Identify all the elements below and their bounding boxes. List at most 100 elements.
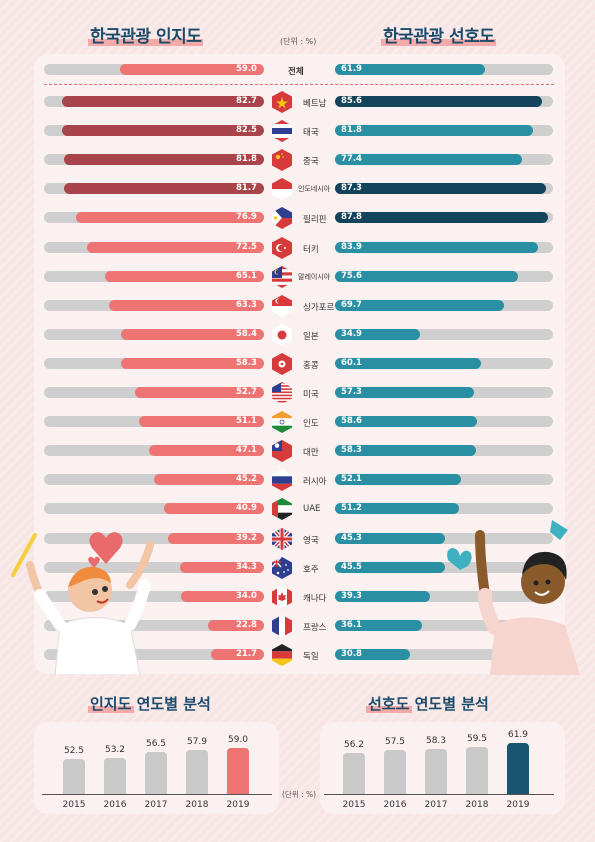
awareness-track	[44, 533, 264, 544]
preference-bar: 61.9	[335, 64, 485, 75]
heart-icon	[88, 532, 123, 568]
awareness-year-label: 2019	[226, 800, 250, 810]
preference-year-label: 2019	[506, 800, 530, 810]
awareness-bar: 81.7	[64, 183, 264, 194]
preference-value: 45.3	[341, 533, 362, 543]
preference-bar: 36.1	[335, 620, 423, 631]
awareness-year-value: 56.5	[145, 739, 167, 750]
preference-year-value: 61.9	[507, 729, 529, 740]
awareness-year-bar	[63, 759, 85, 794]
category-label: 베트남	[303, 99, 327, 109]
preference-value: 58.6	[341, 416, 362, 426]
russia-flag-icon	[272, 469, 292, 491]
chart-divider	[44, 84, 554, 85]
category-label: 프랑스	[303, 623, 327, 633]
category-label: 터키	[303, 245, 319, 255]
awareness-value: 65.1	[236, 271, 257, 281]
awareness-bar: 81.8	[64, 154, 264, 165]
category-label: 대만	[303, 448, 319, 458]
awareness-year-value: 53.2	[104, 745, 126, 756]
category-label: 미국	[303, 390, 319, 400]
preference-bar: 69.7	[335, 300, 504, 311]
category-label: 홍콩	[303, 361, 319, 371]
awareness-track	[44, 649, 264, 660]
preference-bar: 51.2	[335, 503, 460, 514]
preference-year-bar	[466, 746, 488, 794]
awareness-bar: 58.4	[121, 329, 264, 340]
preference-value: 75.6	[341, 271, 362, 281]
awareness-bar: 40.9	[164, 503, 264, 514]
preference-bar: 87.8	[335, 212, 548, 223]
category-label: 필리핀	[303, 215, 327, 225]
preference-year-label: 2017	[424, 800, 448, 810]
preference-bar: 58.6	[335, 416, 477, 427]
awareness-value: 58.3	[236, 358, 257, 368]
preference-bar: 77.4	[335, 154, 523, 165]
awareness-year-bar	[145, 752, 167, 794]
awareness-year-label: 2017	[144, 800, 168, 810]
preference-year-value: 56.2	[343, 739, 365, 750]
awareness-year-label: 2018	[185, 800, 209, 810]
preference-yearly-title: 선호도 연도별 분석	[366, 695, 489, 713]
awareness-year-label: 2016	[103, 800, 127, 810]
singapore-flag-icon	[272, 295, 292, 317]
awareness-year-bar	[104, 758, 126, 794]
uk-flag-icon	[272, 528, 292, 550]
awareness-value: 58.4	[236, 329, 257, 339]
preference-bar: 39.3	[335, 591, 431, 602]
vietnam-flag-icon	[272, 91, 292, 113]
awareness-year-label: 2015	[62, 800, 86, 810]
preference-bar: 30.8	[335, 649, 410, 660]
preference-year-bar	[507, 742, 529, 794]
awareness-value: 47.1	[236, 445, 257, 455]
preference-value: 87.3	[341, 183, 362, 193]
preference-value: 39.3	[341, 591, 362, 601]
category-label-total: 전체	[288, 67, 304, 77]
awareness-value: 52.7	[236, 387, 257, 397]
preference-value: 77.4	[341, 154, 362, 164]
awareness-yearly-axis	[42, 794, 272, 795]
awareness-value: 39.2	[236, 533, 257, 543]
indonesia-flag-icon	[272, 178, 292, 200]
awareness-value: 82.5	[236, 125, 257, 135]
awareness-bar: 72.5	[86, 242, 264, 253]
preference-bar: 57.3	[335, 387, 474, 398]
india-flag-icon	[272, 411, 292, 433]
preference-year-label: 2015	[342, 800, 366, 810]
preference-track	[335, 620, 553, 631]
preference-value: 61.9	[341, 64, 362, 74]
awareness-bar: 82.5	[62, 125, 264, 136]
category-label: 싱가포르	[303, 303, 335, 313]
preference-yearly-axis	[324, 794, 554, 795]
awareness-bar: 82.7	[61, 96, 264, 107]
preference-value: 36.1	[341, 620, 362, 630]
awareness-bar: 21.7	[210, 649, 264, 660]
uae-flag-icon	[272, 498, 292, 520]
preference-value: 45.5	[341, 562, 362, 572]
preference-year-value: 59.5	[466, 733, 488, 744]
awareness-bar: 34.3	[180, 562, 264, 573]
preference-value: 30.8	[341, 649, 362, 659]
preference-value: 60.1	[341, 358, 362, 368]
preference-bar: 58.3	[335, 445, 477, 456]
preference-track	[335, 649, 553, 660]
awareness-yearly-title: 인지도 연도별 분석	[88, 695, 211, 713]
preference-year-value: 57.5	[384, 737, 406, 747]
preference-value: 83.9	[341, 242, 362, 252]
preference-bar: 87.3	[335, 183, 547, 194]
category-label: 일본	[303, 332, 319, 342]
awareness-value: 22.8	[236, 620, 257, 630]
awareness-year-value: 59.0	[227, 735, 249, 746]
preference-bar: 45.5	[335, 562, 446, 573]
preference-value: 58.3	[341, 445, 362, 455]
awareness-track	[44, 562, 264, 573]
awareness-bar: 34.0	[180, 591, 264, 602]
awareness-bar: 59.0	[119, 64, 264, 75]
awareness-bar: 51.1	[139, 416, 264, 427]
awareness-value: 21.7	[236, 649, 257, 659]
category-label: 인도	[303, 419, 319, 429]
awareness-value: 81.8	[236, 154, 257, 164]
awareness-bar: 52.7	[135, 387, 264, 398]
awareness-bar: 76.9	[76, 212, 264, 223]
preference-value: 85.6	[341, 96, 362, 106]
